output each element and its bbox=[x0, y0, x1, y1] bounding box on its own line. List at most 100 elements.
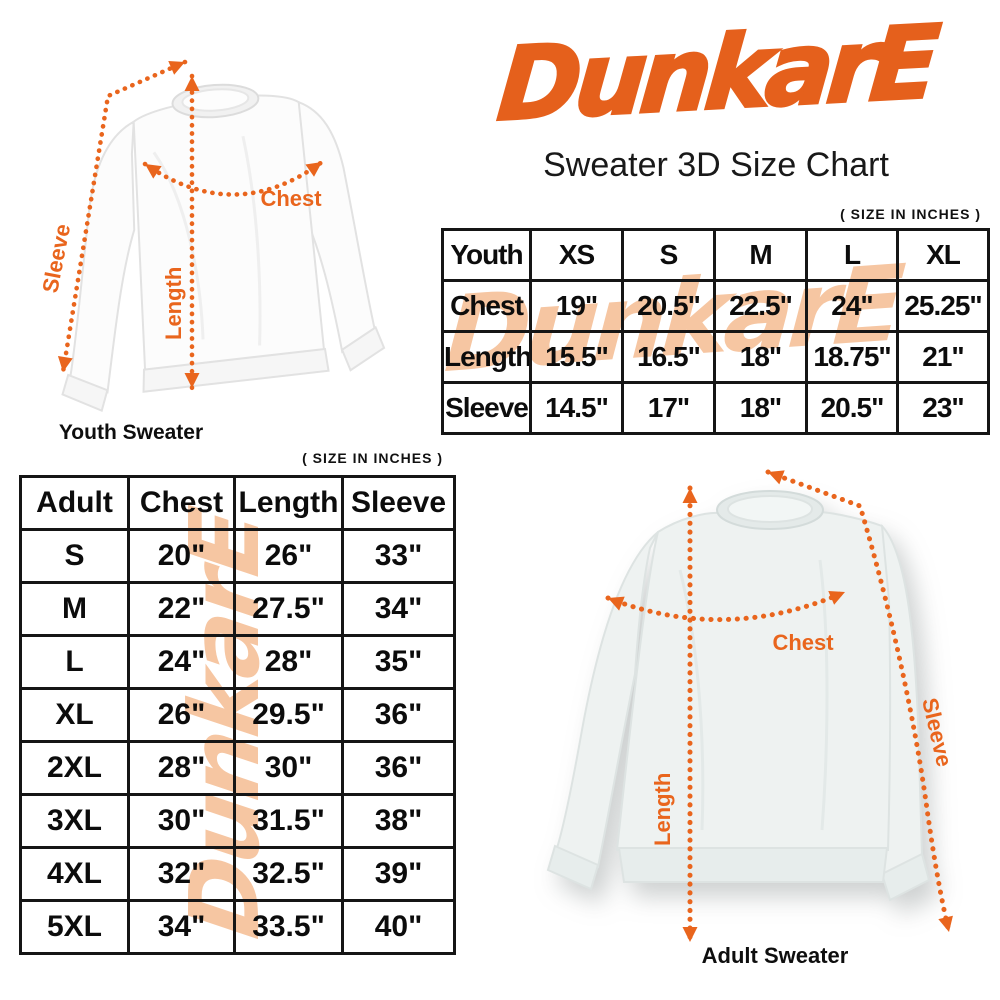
adult-cell: 33" bbox=[341, 528, 456, 584]
youth-cell: 21" bbox=[896, 330, 990, 384]
adult-sleeve-label: Sleeve bbox=[917, 696, 957, 770]
adult-cell: 31.5" bbox=[233, 793, 344, 849]
youth-header-cell: M bbox=[713, 228, 808, 282]
arrowhead bbox=[938, 915, 953, 932]
sweater-right-cuff bbox=[880, 852, 931, 902]
sweater-right-cuff bbox=[340, 325, 386, 372]
adult-row-label: 2XL bbox=[19, 740, 130, 796]
arrowhead bbox=[828, 590, 845, 605]
adult-cell: 28" bbox=[127, 740, 236, 796]
adult-cell: 36" bbox=[341, 687, 456, 743]
arrowhead bbox=[57, 356, 73, 372]
youth-measurement-lines: Chest Length Sleeve bbox=[37, 59, 325, 391]
adult-size-note: ( SIZE IN INCHES ) bbox=[302, 450, 443, 466]
youth-size-note: ( SIZE IN INCHES ) bbox=[840, 206, 981, 222]
arrowhead bbox=[682, 927, 698, 942]
arrowhead bbox=[305, 162, 322, 177]
table-row: Sleeve 14.5" 17" 18" 20.5" 23" bbox=[441, 381, 990, 435]
youth-header-cell: S bbox=[621, 228, 716, 282]
arrowhead bbox=[184, 373, 200, 388]
youth-size-table: Youth XS S M L XL Chest 19" 20.5" 22.5" … bbox=[441, 228, 990, 435]
youth-header-cell: Youth bbox=[441, 228, 532, 282]
adult-sweater-garment bbox=[546, 490, 931, 902]
adult-cell: 39" bbox=[341, 846, 456, 902]
arrowhead bbox=[608, 596, 625, 611]
youth-cell: 20.5" bbox=[805, 381, 899, 435]
youth-row-label: Chest bbox=[441, 279, 532, 333]
youth-chest-line bbox=[142, 159, 325, 197]
adult-measurement-lines: Chest Length Sleeve bbox=[605, 469, 957, 945]
fabric-crease bbox=[241, 135, 262, 346]
sweater-collar-inner bbox=[181, 88, 250, 112]
adult-header-cell: Chest bbox=[127, 475, 236, 531]
youth-cell: 25.25" bbox=[896, 279, 990, 333]
arrowhead bbox=[184, 76, 200, 91]
table-row: L 24" 28" 35" bbox=[19, 634, 456, 690]
adult-row-label: 3XL bbox=[19, 793, 130, 849]
adult-cell: 40" bbox=[341, 899, 456, 955]
youth-sweater-illustration: Chest Length Sleeve bbox=[37, 59, 386, 413]
sweater-left-cuff bbox=[546, 844, 600, 891]
adult-row-label: S bbox=[19, 528, 130, 584]
sweater-collar-inner bbox=[727, 495, 813, 523]
fabric-crease bbox=[818, 559, 829, 831]
adult-row-label: 5XL bbox=[19, 899, 130, 955]
sweater-body bbox=[132, 94, 326, 376]
adult-sleeve-line bbox=[765, 469, 952, 935]
adult-cell: 28" bbox=[233, 634, 344, 690]
adult-cell: 34" bbox=[341, 581, 456, 637]
adult-row-label: XL bbox=[19, 687, 130, 743]
youth-cell: 16.5" bbox=[621, 330, 716, 384]
arrowhead bbox=[145, 164, 162, 179]
adult-sweater-illustration: Chest Length Sleeve bbox=[546, 469, 957, 945]
adult-cell: 32" bbox=[127, 846, 236, 902]
adult-header-cell: Length bbox=[233, 475, 344, 531]
arrowhead bbox=[768, 470, 785, 485]
adult-cell: 26" bbox=[127, 687, 236, 743]
youth-cell: 19" bbox=[529, 279, 624, 333]
adult-chest-line bbox=[605, 589, 848, 622]
table-header-row: Youth XS S M L XL bbox=[441, 228, 990, 282]
table-row: Length 15.5" 16.5" 18" 18.75" 21" bbox=[441, 330, 990, 384]
table-row: Chest 19" 20.5" 22.5" 24" 25.25" bbox=[441, 279, 990, 333]
table-row: 3XL 30" 31.5" 38" bbox=[19, 793, 456, 849]
adult-cell: 24" bbox=[127, 634, 236, 690]
sweater-left-sleeve bbox=[69, 119, 136, 394]
youth-header-cell: L bbox=[805, 228, 899, 282]
adult-cell: 33.5" bbox=[233, 899, 344, 955]
adult-cell: 26" bbox=[233, 528, 344, 584]
adult-header-cell: Sleeve bbox=[341, 475, 456, 531]
youth-header-cell: XS bbox=[529, 228, 624, 282]
sweater-left-cuff bbox=[61, 373, 109, 413]
youth-length-label: Length bbox=[161, 267, 186, 340]
adult-row-label: 4XL bbox=[19, 846, 130, 902]
youth-cell: 18" bbox=[713, 381, 808, 435]
youth-row-label: Length bbox=[441, 330, 532, 384]
youth-sweater-garment bbox=[61, 83, 386, 413]
adult-chest-label: Chest bbox=[772, 630, 834, 655]
page-title: Sweater 3D Size Chart bbox=[543, 146, 889, 184]
adult-cell: 34" bbox=[127, 899, 236, 955]
adult-row-label: L bbox=[19, 634, 130, 690]
adult-cell: 20" bbox=[127, 528, 236, 584]
adult-caption: Adult Sweater bbox=[701, 943, 849, 968]
table-row: 5XL 34" 33.5" 40" bbox=[19, 899, 456, 955]
adult-cell: 38" bbox=[341, 793, 456, 849]
youth-cell: 18.75" bbox=[805, 330, 899, 384]
adult-length-label: Length bbox=[650, 773, 675, 846]
adult-cell: 35" bbox=[341, 634, 456, 690]
arrowhead bbox=[168, 60, 185, 75]
brand-logo: DunkarE bbox=[492, 1, 940, 144]
adult-cell: 30" bbox=[233, 740, 344, 796]
adult-cell: 29.5" bbox=[233, 687, 344, 743]
youth-cell: 18" bbox=[713, 330, 808, 384]
adult-cell: 27.5" bbox=[233, 581, 344, 637]
youth-cell: 20.5" bbox=[621, 279, 716, 333]
youth-row-label: Sleeve bbox=[441, 381, 532, 435]
youth-sleeve-line bbox=[60, 59, 188, 375]
youth-cell: 23" bbox=[896, 381, 990, 435]
table-row: S 20" 26" 33" bbox=[19, 528, 456, 584]
youth-sleeve-label: Sleeve bbox=[37, 222, 75, 295]
youth-caption: Youth Sweater bbox=[58, 421, 204, 444]
